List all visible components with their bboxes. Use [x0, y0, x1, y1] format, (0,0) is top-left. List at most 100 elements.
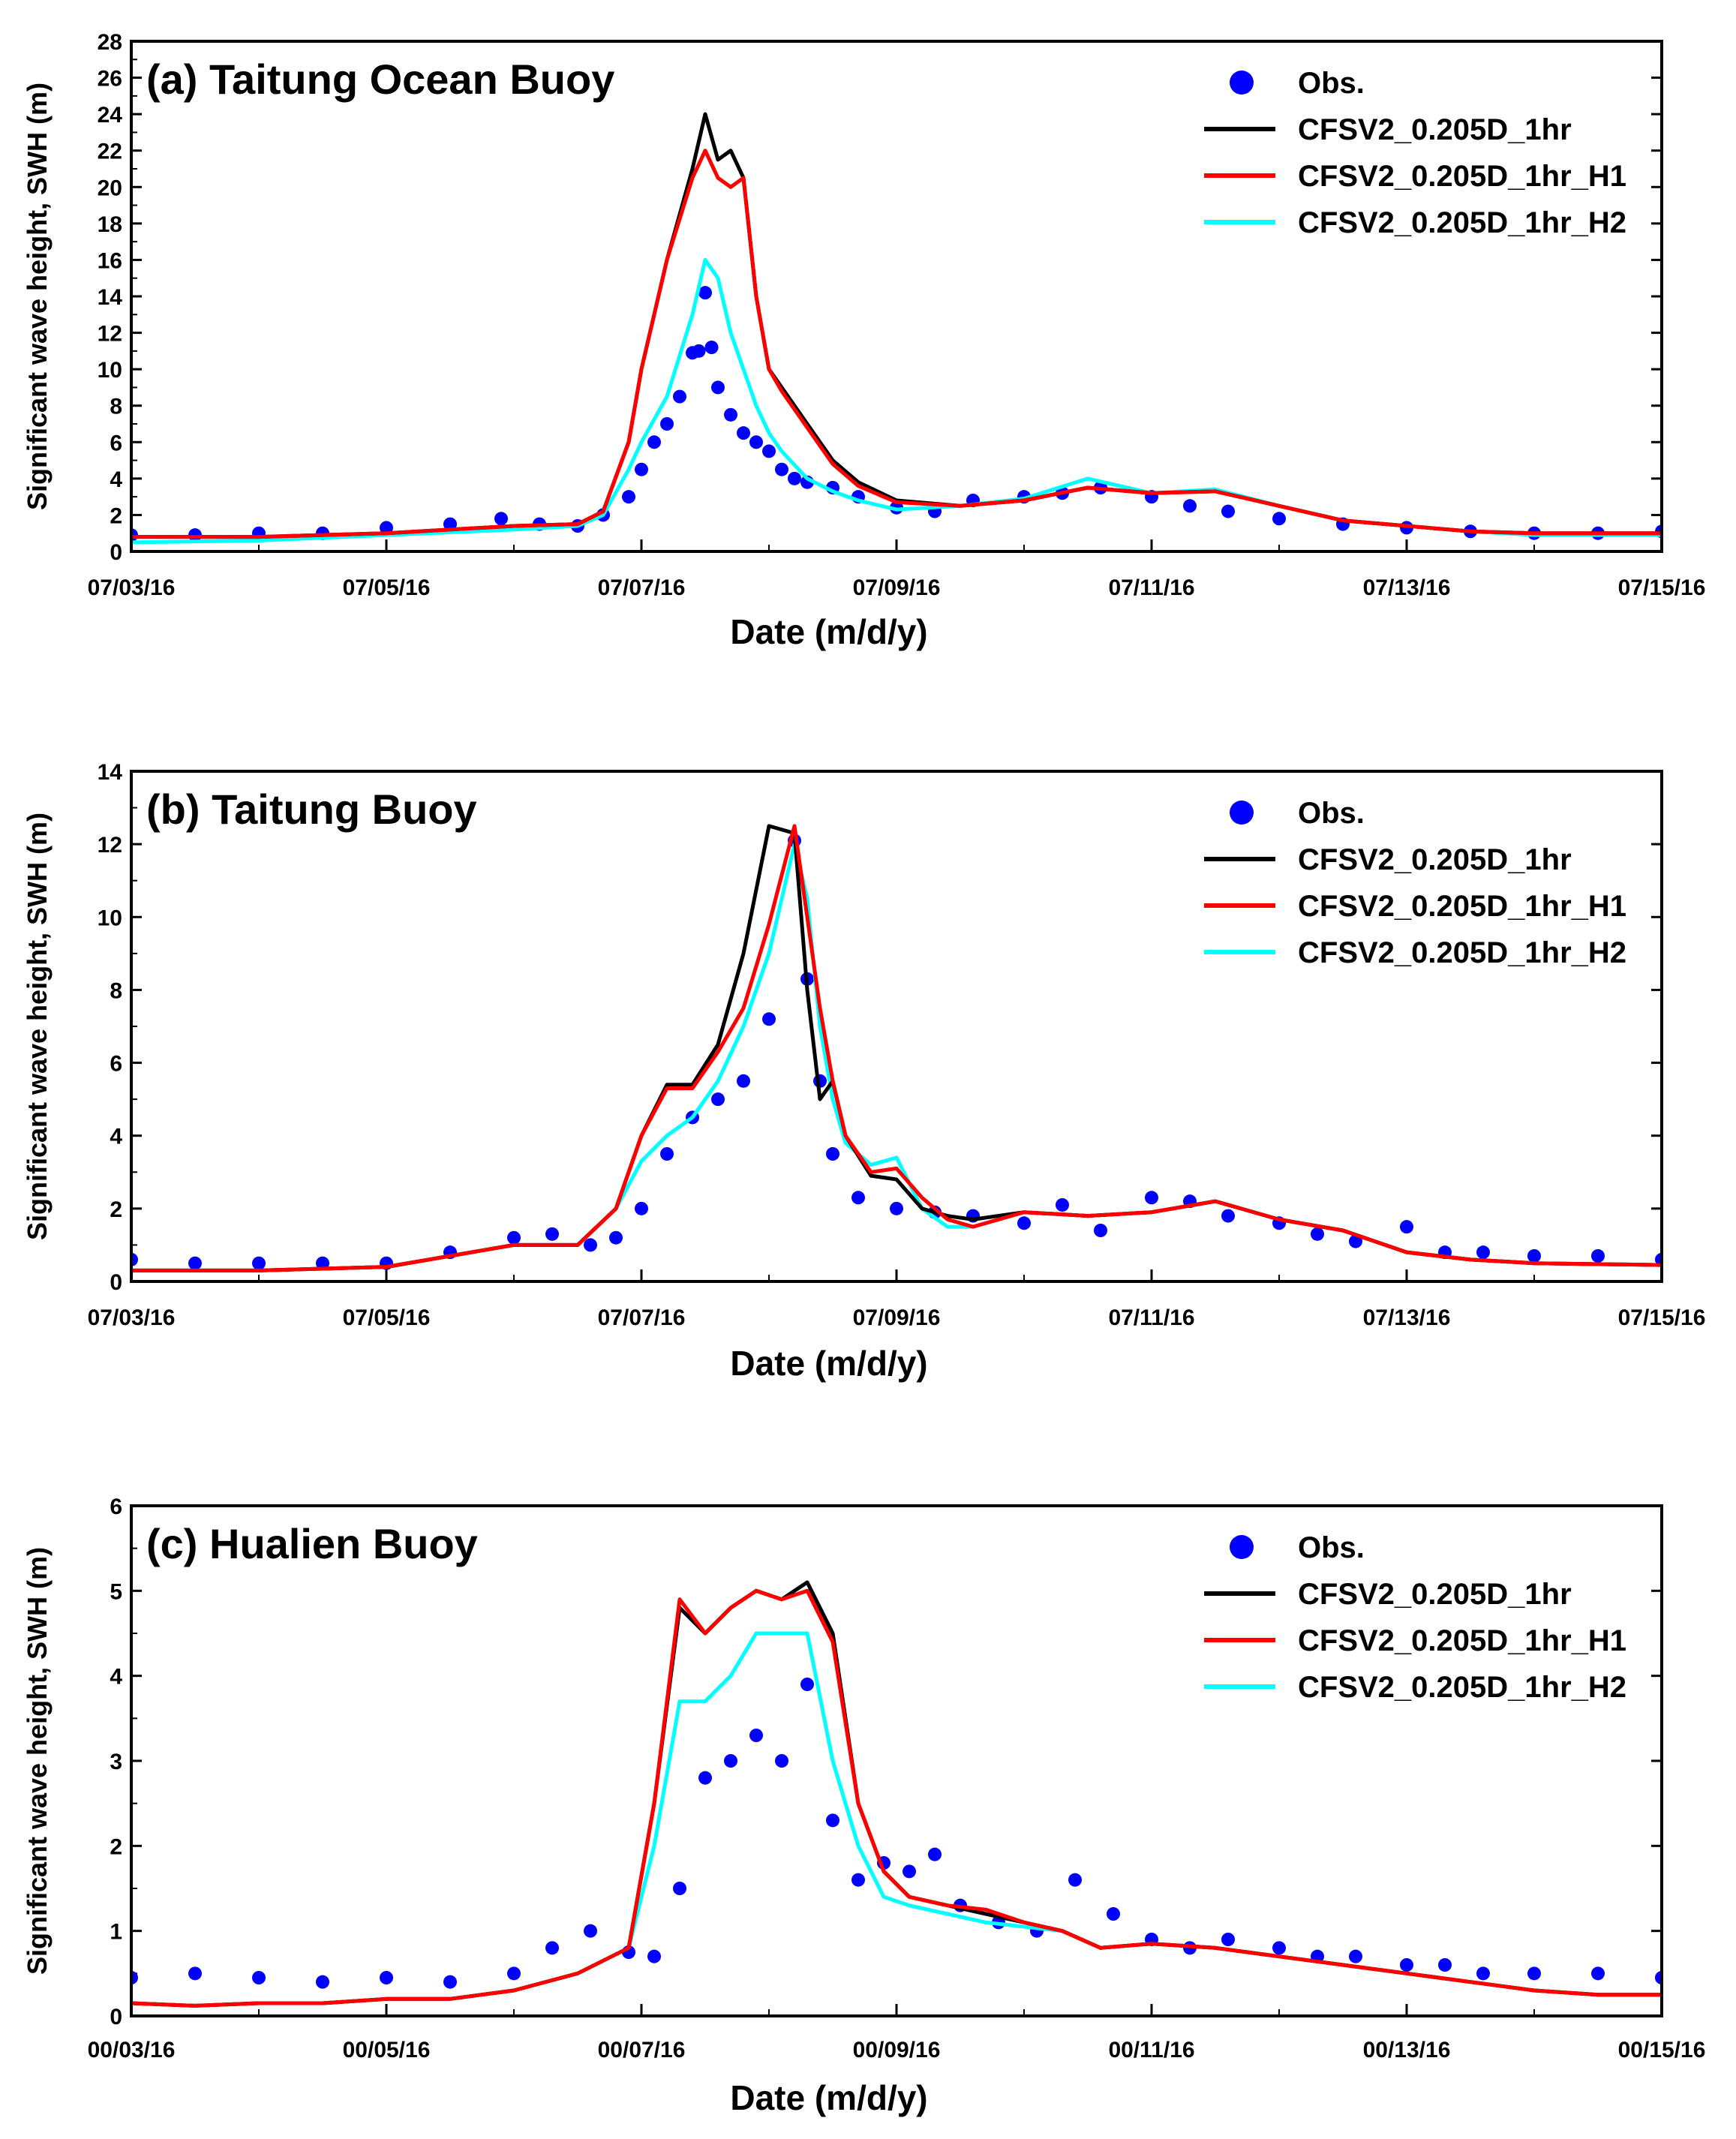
obs-point [749, 1729, 763, 1742]
obs-point [1349, 1234, 1362, 1248]
y-tick-label: 12 [98, 322, 122, 347]
obs-point [584, 1238, 597, 1252]
x-axis-title: Date (m/d/y) [730, 612, 927, 651]
obs-point [737, 426, 750, 440]
obs-point [1655, 1252, 1662, 1266]
y-tick-label: 2 [110, 503, 122, 528]
x-tick-label: 07/09/16 [853, 575, 941, 600]
obs-point [545, 1227, 559, 1241]
obs-point [1094, 1224, 1107, 1237]
obs-point [316, 1975, 329, 1989]
obs-point [762, 444, 776, 458]
obs-point [622, 490, 635, 504]
y-tick-label: 8 [110, 395, 122, 419]
y-tick-label: 10 [98, 906, 122, 930]
obs-point [1221, 504, 1235, 518]
obs-point [749, 435, 763, 449]
plot-area [131, 824, 1662, 1272]
panel-title: (a) Taitung Ocean Buoy [146, 56, 614, 103]
x-tick-label: 07/09/16 [853, 1305, 941, 1330]
y-tick-label: 0 [110, 540, 122, 565]
obs-point [1272, 1941, 1286, 1955]
obs-point [711, 1092, 725, 1107]
obs-point [494, 512, 508, 526]
y-tick-label: 26 [98, 67, 122, 92]
obs-point [711, 380, 725, 395]
x-tick-label: 00/09/16 [853, 2038, 941, 2062]
x-tick-label: 00/13/16 [1363, 2038, 1451, 2062]
series-line-cfsv2-0-205d-1hr-h1 [131, 1588, 1662, 2008]
x-tick-label: 07/03/16 [88, 575, 176, 600]
y-tick-label: 8 [110, 978, 122, 1003]
obs-point [584, 1924, 597, 1938]
x-tick-label: 00/15/16 [1618, 2038, 1706, 2062]
obs-point [698, 286, 712, 300]
obs-point [1017, 1216, 1031, 1230]
legend-label: Obs. [1298, 67, 1365, 100]
panel-title: (b) Taitung Buoy [146, 786, 477, 833]
obs-point [188, 1966, 202, 1981]
x-tick-label: 07/13/16 [1363, 1305, 1451, 1330]
y-tick-label: 0 [110, 2005, 122, 2029]
x-tick-label: 07/05/16 [343, 1305, 431, 1330]
obs-point [1527, 1966, 1541, 1981]
y-tick-label: 20 [98, 176, 122, 200]
obs-point [724, 1754, 737, 1768]
x-tick-label: 07/07/16 [598, 1305, 686, 1330]
obs-point [673, 389, 686, 404]
legend: Obs. CFSV2_0.205D_1hr CFSV2_0.205D_1hr_H1 C… [1204, 1531, 1626, 1704]
obs-point [545, 1941, 559, 1955]
plot-area [131, 1580, 1662, 2008]
x-axis-title: Date (m/d/y) [730, 2078, 927, 2117]
legend-label: CFSV2_0.205D_1hr_H2 [1298, 1671, 1626, 1704]
legend-marker-obs [1230, 1535, 1254, 1559]
plot-frame [130, 40, 1663, 553]
obs-point [673, 1882, 686, 1895]
x-tick-label: 00/07/16 [598, 2038, 686, 2062]
legend-label: CFSV2_0.205D_1hr [1298, 1578, 1572, 1611]
x-tick-label: 07/15/16 [1618, 575, 1706, 600]
y-tick-label: 6 [110, 1495, 122, 1519]
plot-area [131, 112, 1662, 545]
obs-point [380, 1971, 393, 1984]
obs-point [762, 1012, 776, 1026]
obs-point [692, 344, 706, 358]
obs-point [316, 1256, 329, 1270]
obs-point [826, 1813, 839, 1828]
obs-point [851, 1191, 865, 1205]
obs-point [635, 462, 648, 476]
obs-point [131, 1971, 138, 1984]
legend: Obs. CFSV2_0.205D_1hr CFSV2_0.205D_1hr_H1 C… [1204, 67, 1626, 239]
obs-point [704, 341, 719, 354]
x-tick-label: 00/03/16 [88, 2038, 176, 2062]
y-tick-label: 4 [110, 467, 122, 492]
y-tick-label: 5 [110, 1579, 122, 1604]
obs-point [724, 407, 737, 422]
obs-point [647, 435, 661, 449]
obs-point [1056, 1198, 1069, 1212]
obs-point [1527, 1249, 1541, 1263]
obs-point [1591, 1966, 1605, 1981]
obs-point [609, 1230, 623, 1245]
y-axis-title: Significant wave height, SWH (m) [22, 813, 53, 1240]
y-tick-label: 12 [98, 833, 122, 858]
y-tick-label: 2 [110, 1197, 122, 1222]
obs-point [443, 517, 457, 531]
obs-point [443, 1975, 457, 1989]
obs-point [928, 1847, 942, 1861]
y-tick-label: 6 [110, 1052, 122, 1077]
series-line-cfsv2-0-205d-1hr-h1 [131, 824, 1662, 1272]
y-tick-label: 1 [110, 1920, 122, 1945]
legend-marker-obs [1230, 801, 1254, 825]
y-tick-label: 14 [98, 285, 123, 310]
obs-point [851, 1873, 865, 1887]
x-axis-title: Date (m/d/y) [730, 1344, 927, 1383]
obs-point [660, 1147, 674, 1161]
legend-label: CFSV2_0.205D_1hr_H2 [1298, 936, 1626, 969]
legend-label: Obs. [1298, 797, 1365, 830]
x-tick-label: 00/05/16 [343, 2038, 431, 2062]
x-tick-label: 07/05/16 [343, 575, 431, 600]
obs-point [660, 417, 674, 431]
